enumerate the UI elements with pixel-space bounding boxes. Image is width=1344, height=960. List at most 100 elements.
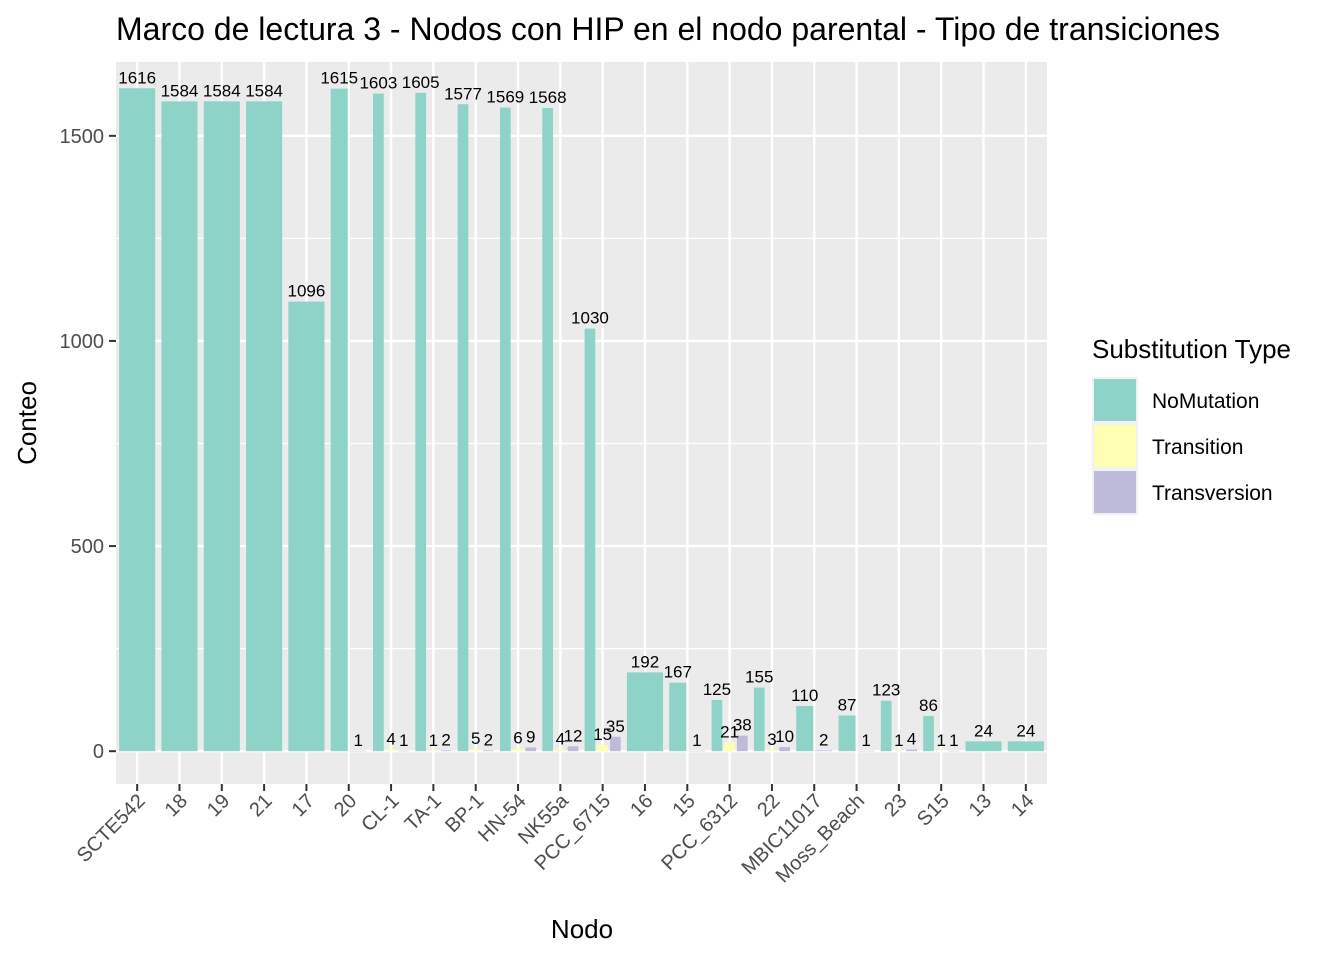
bar-pcc-6715-transition	[597, 745, 609, 752]
legend-title: Substitution Type	[1092, 334, 1291, 364]
data-label-23-transition: 1	[894, 731, 903, 750]
data-label-22-transition: 3	[767, 730, 776, 749]
bar-mbic11017-transversion	[815, 750, 833, 752]
data-label-s15-transversion: 1	[949, 731, 958, 750]
data-label-cl-1-transition: 4	[386, 730, 395, 749]
data-label-pcc-6715-transition: 15	[593, 725, 612, 744]
bar-s15-transition	[935, 750, 947, 752]
x-tick-label-21: 21	[245, 790, 276, 821]
x-tick-label-cl-1: CL-1	[357, 790, 403, 836]
bars	[119, 88, 1044, 752]
data-label-20-nomutation: 1615	[320, 69, 358, 88]
bar-pcc-6312-transversion	[736, 735, 748, 752]
x-tick-label-22: 22	[753, 790, 784, 821]
bar-17-nomutation	[288, 301, 325, 752]
bar-23-nomutation	[880, 700, 892, 752]
legend-label-nomutation: NoMutation	[1152, 390, 1259, 413]
y-tick-label: 1000	[60, 331, 105, 353]
data-label-pcc-6312-transition: 21	[720, 723, 739, 742]
data-label-15-transversion: 1	[692, 731, 701, 750]
bar-21-nomutation	[246, 101, 283, 752]
data-label-bp-1-transversion: 2	[484, 730, 493, 749]
data-label-cl-1-nomutation: 1603	[359, 74, 397, 93]
bar-nk55a-transversion	[567, 746, 579, 752]
bar-15-transversion	[688, 750, 706, 752]
bar-22-transition	[766, 749, 778, 752]
bar-23-transversion	[906, 749, 917, 752]
legend-label-transition: Transition	[1152, 436, 1243, 459]
bar-cl-1-transition	[385, 749, 397, 752]
bar-ta-1-transition	[428, 750, 439, 752]
data-label-scte542-nomutation: 1616	[118, 68, 156, 87]
data-label-22-nomutation: 155	[745, 668, 773, 687]
bar-13-nomutation	[965, 741, 1002, 752]
x-tick-label-ta-1: TA-1	[401, 790, 446, 835]
legend-label-transversion: Transversion	[1152, 482, 1273, 505]
bar-scte542-nomutation	[119, 88, 156, 752]
legend: Substitution Type NoMutation Transition …	[1092, 334, 1291, 515]
data-label-15-nomutation: 167	[664, 663, 692, 682]
bar-hn-54-nomutation	[499, 107, 511, 752]
legend-swatch-transversion	[1094, 471, 1136, 513]
data-label-pcc-6312-transversion: 38	[733, 716, 752, 735]
data-label-23-transversion: 4	[907, 730, 916, 749]
y-tick-label: 500	[71, 536, 104, 558]
x-tick-label-13: 13	[965, 790, 996, 821]
bar-pcc-6312-transition	[724, 742, 735, 752]
x-axis: SCTE542 18 19 21 17 20CL-1TA-1BP-1HN-54NK55aP…	[73, 784, 1038, 887]
data-label-18-nomutation: 1584	[161, 81, 199, 100]
data-label-nk55a-transition: 4	[556, 730, 565, 749]
y-tick-label: 0	[93, 741, 104, 763]
legend-swatch-nomutation	[1094, 379, 1136, 421]
data-label-13-nomutation: 24	[974, 721, 993, 740]
data-label-23-nomutation: 123	[872, 681, 900, 700]
x-tick-label-19: 19	[203, 790, 234, 821]
bar-s15-nomutation	[923, 715, 934, 752]
data-label-22-transversion: 10	[775, 727, 794, 746]
x-tick-label-23: 23	[880, 790, 911, 821]
bar-pcc-6715-nomutation	[584, 328, 596, 752]
x-tick-label-scte542: SCTE542	[73, 790, 150, 867]
data-label-moss-beach-transversion: 1	[861, 731, 870, 750]
data-label-bp-1-nomutation: 1577	[444, 84, 482, 103]
x-tick-label-s15: S15	[913, 790, 954, 831]
bar-bp-1-transition	[470, 749, 482, 752]
bar-20-nomutation	[330, 88, 348, 752]
bar-ta-1-nomutation	[415, 92, 427, 752]
bar-bp-1-nomutation	[457, 104, 469, 752]
data-label-19-nomutation: 1584	[203, 81, 241, 100]
data-label-s15-transition: 1	[936, 731, 945, 750]
bar-18-nomutation	[161, 101, 198, 752]
data-label-14-nomutation: 24	[1016, 721, 1035, 740]
x-tick-label-18: 18	[161, 790, 192, 821]
y-tick-label: 1500	[60, 126, 105, 148]
bar-s15-transversion	[948, 750, 960, 752]
data-label-cl-1-transversion: 1	[399, 731, 408, 750]
bar-ta-1-transversion	[440, 750, 452, 752]
data-label-17-nomutation: 1096	[288, 282, 326, 301]
x-tick-label-16: 16	[626, 790, 657, 821]
data-label-nk55a-transversion: 12	[564, 726, 583, 745]
bar-moss-beach-nomutation	[838, 715, 856, 752]
bar-nk55a-nomutation	[542, 107, 553, 752]
bar-pcc-6715-transversion	[610, 736, 621, 752]
bar-hn-54-transition	[512, 748, 524, 752]
x-tick-label-pcc-6312: PCC_6312	[657, 790, 742, 875]
bar-15-nomutation	[669, 682, 687, 752]
data-label-moss-beach-nomutation: 87	[838, 695, 857, 714]
bar-moss-beach-transversion	[857, 750, 875, 752]
x-tick-label-17: 17	[288, 790, 319, 821]
data-label-21-nomutation: 1584	[245, 81, 283, 100]
x-axis-title: Nodo	[551, 914, 613, 944]
bar-mbic11017-nomutation	[796, 706, 814, 752]
data-label-pcc-6715-transversion: 35	[606, 717, 625, 736]
data-label-bp-1-transition: 5	[471, 729, 480, 748]
y-axis-title: Conteo	[12, 381, 42, 465]
x-tick-label-14: 14	[1007, 790, 1038, 821]
bar-bp-1-transversion	[483, 750, 494, 752]
bar-22-nomutation	[753, 687, 765, 752]
bar-cl-1-transversion	[398, 750, 410, 752]
x-tick-label-20: 20	[330, 790, 361, 821]
data-label-mbic11017-transversion: 2	[819, 730, 828, 749]
